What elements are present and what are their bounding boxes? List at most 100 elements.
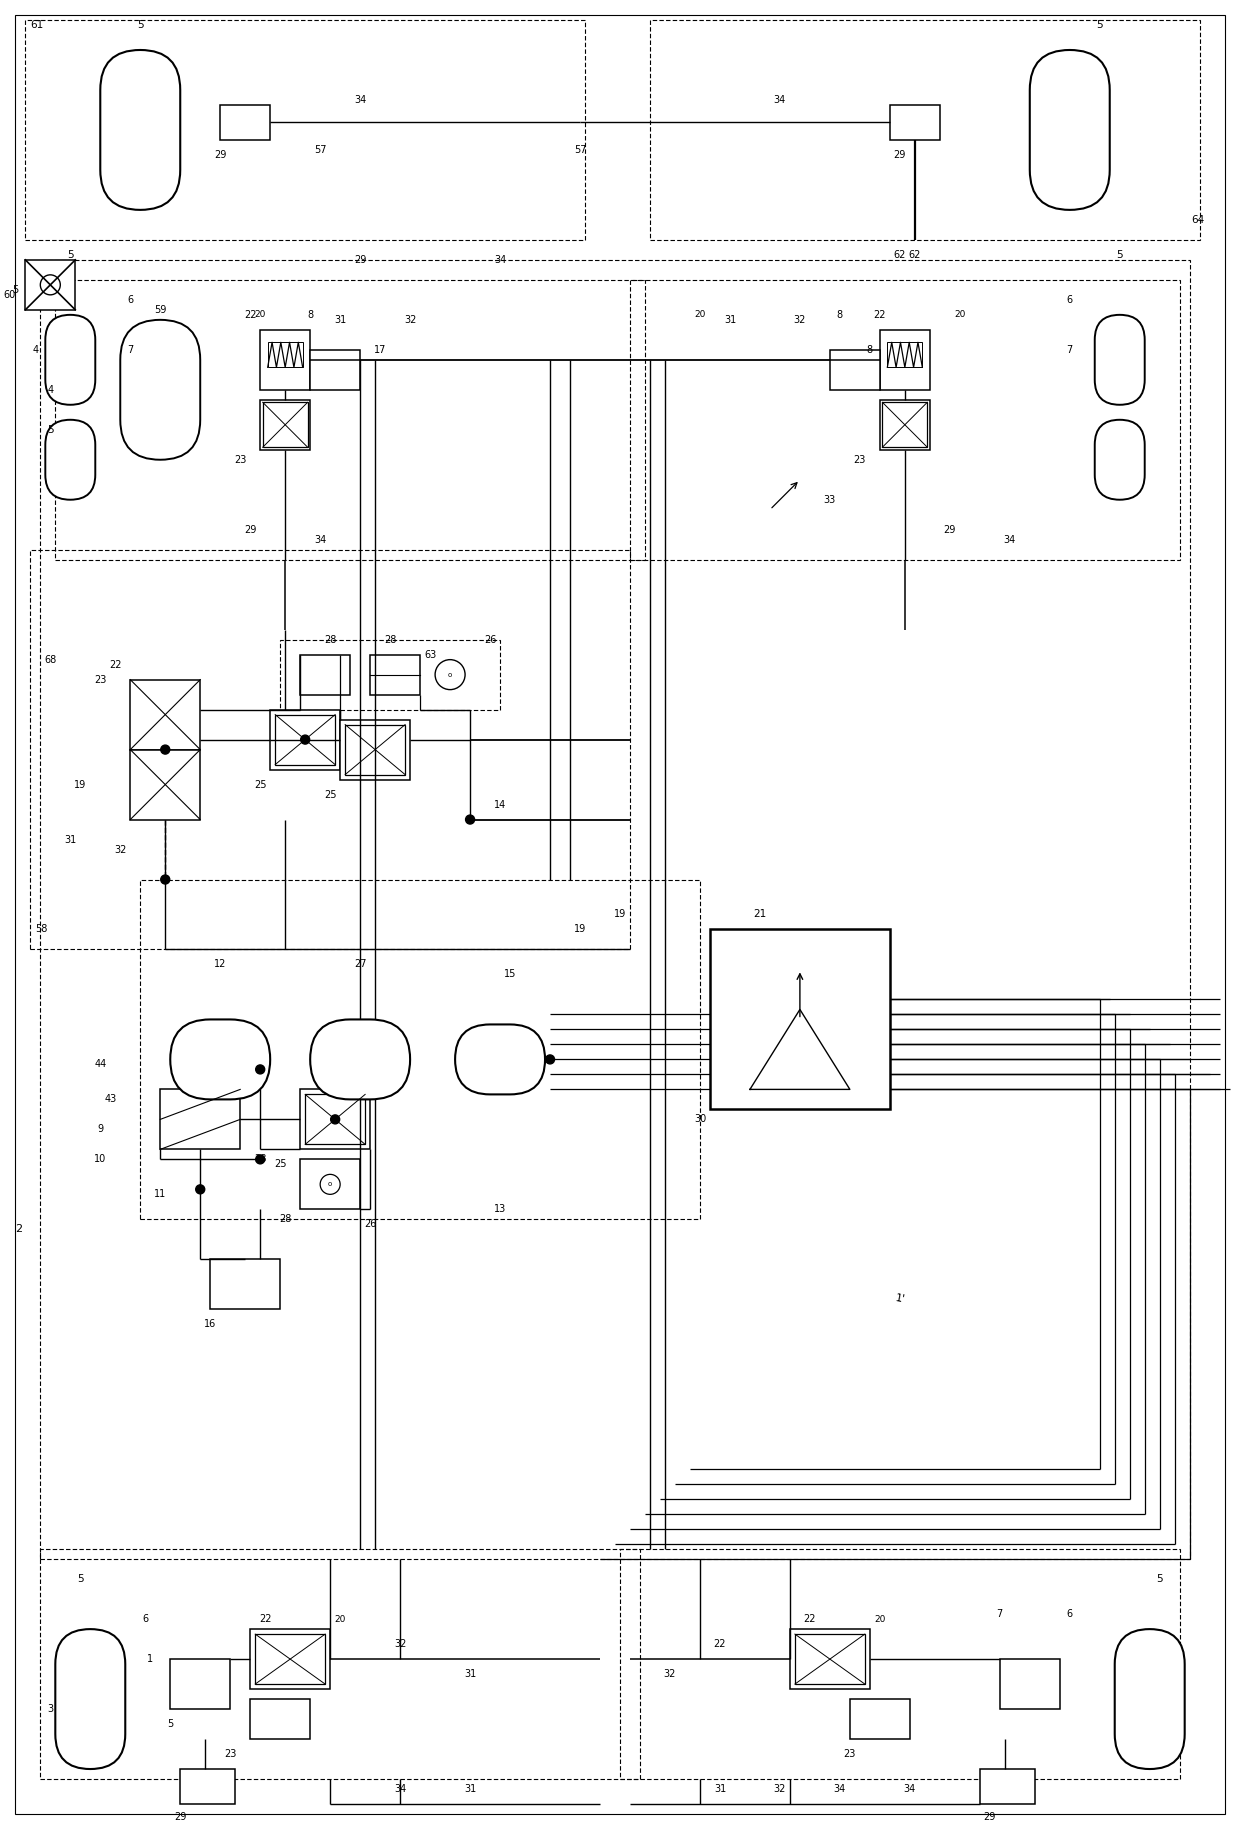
Bar: [880, 401, 930, 450]
Text: 19: 19: [74, 779, 87, 790]
Text: 58: 58: [35, 924, 47, 935]
Text: 11: 11: [154, 1189, 166, 1200]
Text: 34: 34: [394, 1783, 407, 1794]
Bar: [30, 551, 630, 949]
Text: 6: 6: [143, 1615, 149, 1624]
Text: 12: 12: [215, 960, 227, 969]
Bar: [255, 1633, 325, 1685]
Text: 7: 7: [997, 1610, 1003, 1619]
Text: 26: 26: [365, 1220, 376, 1229]
Text: 22: 22: [714, 1639, 727, 1650]
FancyBboxPatch shape: [310, 1019, 410, 1099]
Circle shape: [255, 1064, 264, 1074]
Circle shape: [161, 744, 170, 754]
Text: 34: 34: [353, 95, 366, 104]
Text: 8: 8: [837, 309, 843, 320]
Bar: [620, 1549, 1179, 1780]
Text: 28: 28: [279, 1214, 291, 1224]
Text: 31: 31: [334, 315, 346, 326]
Text: 6: 6: [1066, 1610, 1073, 1619]
Bar: [300, 1090, 370, 1149]
Text: 7: 7: [1066, 346, 1073, 355]
Bar: [790, 1630, 870, 1688]
Text: 23: 23: [234, 455, 247, 465]
Text: 33: 33: [823, 494, 836, 505]
Text: 68: 68: [45, 655, 57, 664]
Circle shape: [255, 1154, 264, 1163]
Bar: [221, 104, 270, 141]
Text: 34: 34: [774, 95, 786, 104]
Bar: [650, 20, 1199, 240]
Text: 20: 20: [254, 311, 265, 320]
Text: 43: 43: [104, 1094, 117, 1105]
Circle shape: [196, 1185, 205, 1194]
Bar: [310, 349, 360, 390]
Text: o: o: [448, 671, 453, 677]
Circle shape: [465, 816, 475, 825]
Text: 30: 30: [694, 1114, 706, 1125]
Bar: [880, 329, 930, 390]
Bar: [170, 1659, 231, 1708]
FancyBboxPatch shape: [1095, 421, 1145, 499]
Text: 3: 3: [47, 1705, 53, 1714]
Text: 1: 1: [148, 1653, 154, 1664]
Text: 5: 5: [67, 251, 73, 260]
Text: 6: 6: [1066, 294, 1073, 305]
Bar: [305, 1094, 365, 1145]
Bar: [275, 715, 335, 765]
Text: 31: 31: [714, 1783, 727, 1794]
Text: 19: 19: [614, 909, 626, 920]
Text: 1': 1': [894, 1293, 905, 1306]
Text: 20: 20: [954, 311, 966, 320]
Text: 5: 5: [12, 285, 19, 294]
Bar: [980, 1769, 1034, 1803]
Text: 22: 22: [109, 660, 122, 669]
Text: 34: 34: [833, 1783, 846, 1794]
Text: 25: 25: [274, 1160, 286, 1169]
Bar: [140, 880, 699, 1220]
Bar: [180, 1769, 236, 1803]
Circle shape: [161, 874, 170, 883]
Text: 9: 9: [97, 1125, 103, 1134]
Text: 29: 29: [174, 1813, 186, 1822]
Bar: [711, 929, 890, 1110]
Bar: [41, 260, 1189, 1558]
Text: 60: 60: [2, 289, 15, 300]
Bar: [300, 1160, 360, 1209]
FancyBboxPatch shape: [455, 1024, 546, 1094]
Text: 5: 5: [1096, 20, 1104, 29]
Text: 5: 5: [136, 20, 144, 29]
Bar: [41, 1549, 640, 1780]
Text: 64: 64: [1192, 214, 1205, 225]
Text: 2: 2: [15, 1224, 22, 1235]
Bar: [25, 20, 585, 240]
Bar: [280, 640, 500, 710]
Text: 6: 6: [128, 294, 134, 305]
Text: 23: 23: [94, 675, 107, 684]
Bar: [25, 260, 76, 309]
Text: 23: 23: [224, 1749, 237, 1759]
Text: 8: 8: [308, 309, 314, 320]
Text: 8: 8: [867, 346, 873, 355]
Bar: [345, 724, 405, 774]
Text: 20: 20: [335, 1615, 346, 1624]
FancyBboxPatch shape: [1115, 1630, 1184, 1769]
Text: 29: 29: [244, 525, 257, 534]
Text: 27: 27: [353, 960, 366, 969]
Bar: [268, 342, 303, 368]
Bar: [250, 1699, 310, 1739]
Bar: [300, 655, 350, 695]
Bar: [630, 280, 1179, 560]
Bar: [260, 329, 310, 390]
Text: 23: 23: [843, 1749, 856, 1759]
Text: 5: 5: [1116, 251, 1123, 260]
Text: 31: 31: [464, 1783, 476, 1794]
Bar: [830, 349, 880, 390]
Text: 29: 29: [983, 1813, 996, 1822]
Text: 31: 31: [64, 834, 77, 845]
Bar: [999, 1659, 1060, 1708]
Text: 20: 20: [694, 311, 706, 320]
Text: 63: 63: [424, 649, 436, 660]
Text: 29: 29: [894, 150, 906, 159]
Text: 5: 5: [167, 1719, 174, 1728]
